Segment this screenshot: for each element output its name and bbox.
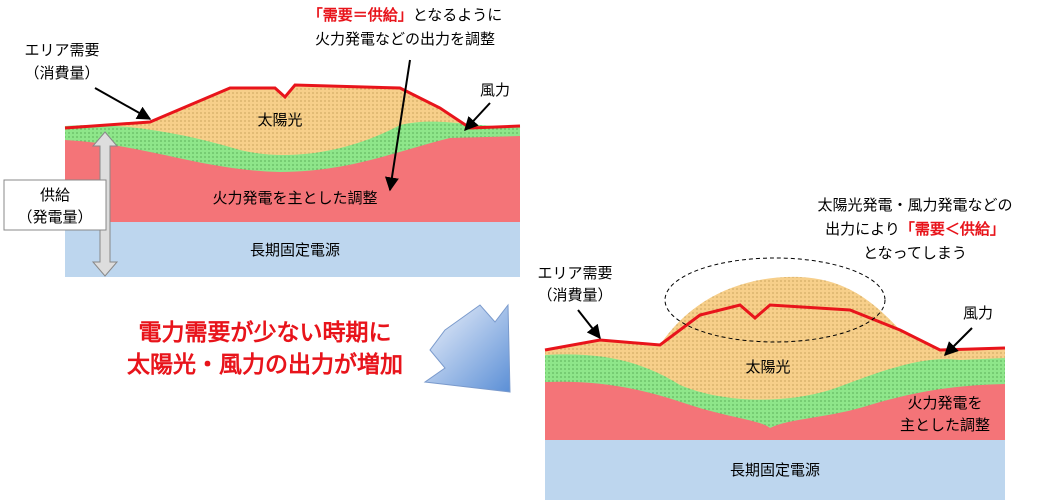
pointer xyxy=(944,327,973,356)
thermal-area xyxy=(545,381,1005,440)
baseload-label: 長期固定電源 xyxy=(730,461,820,479)
annotation: 「需要＝供給」となるように xyxy=(308,6,503,24)
pointer xyxy=(94,87,152,120)
annotation: 太陽光発電・風力発電などの xyxy=(817,196,1012,214)
supply-label: 供給 xyxy=(40,186,70,204)
demand-label: エリア需要 xyxy=(537,264,612,282)
transition-arrow xyxy=(423,303,511,393)
demand-line xyxy=(544,303,1006,352)
demand-line xyxy=(64,83,521,130)
annotation-text: 出力により xyxy=(825,220,900,238)
highlight: 「需要＝供給」 xyxy=(308,6,413,24)
thermal-label: 火力発電を xyxy=(907,394,982,412)
right-panel: 太陽光発電・風力発電などの 出力により「需要＜供給」 となってしまう エリア需要… xyxy=(537,196,1013,500)
demand-label: （消費量） xyxy=(24,64,99,82)
demand-label: （消費量） xyxy=(537,286,612,304)
thermal-label: 火力発電を主とした調整 xyxy=(212,189,377,207)
baseload-area xyxy=(545,440,1005,500)
headline: 太陽光・風力の出力が増加 xyxy=(127,351,403,378)
solar-label: 太陽光 xyxy=(257,111,302,129)
wind-label: 風力 xyxy=(480,81,510,99)
highlight-ellipse xyxy=(664,257,886,343)
thermal-area xyxy=(65,136,520,222)
demand-label: エリア需要 xyxy=(24,41,99,59)
pointer xyxy=(577,309,601,340)
solar-label: 太陽光 xyxy=(745,358,790,376)
annotation: となってしまう xyxy=(863,244,967,262)
baseload-label: 長期固定電源 xyxy=(250,241,340,259)
left-panel: 供給 （発電量） エリア需要 （消費量） 「需要＝供給」となるように 火力発電な… xyxy=(3,6,521,277)
highlight: 「需要＜供給」 xyxy=(900,220,1005,238)
thermal-label: 主とした調整 xyxy=(900,416,990,434)
baseload-area xyxy=(65,222,520,277)
pointer xyxy=(384,59,411,192)
wind-label: 風力 xyxy=(963,304,993,322)
supply-label: （発電量） xyxy=(17,208,92,226)
pointer xyxy=(464,102,491,132)
annotation-text: となるように xyxy=(413,6,503,24)
annotation: 火力発電などの出力を調整 xyxy=(315,30,495,48)
supply-box xyxy=(3,179,107,231)
middle: 電力需要が少ない時期に 太陽光・風力の出力が増加 xyxy=(127,303,511,393)
annotation: 出力により「需要＜供給」 xyxy=(825,220,1005,238)
headline: 電力需要が少ない時期に xyxy=(139,319,392,346)
